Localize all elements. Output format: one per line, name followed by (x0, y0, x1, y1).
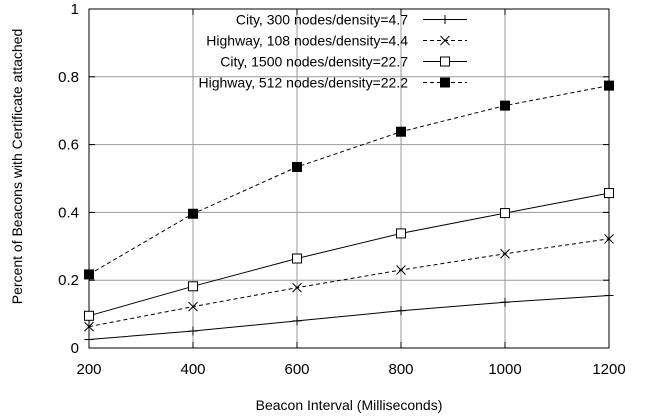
axes: 200 400 600 800 1000 1200 0 0.2 0.4 0.6 0.8 1 (58, 1, 626, 378)
data-point (292, 316, 302, 326)
marker-stroke (500, 248, 510, 259)
series-highway-512-nodes-density-22-2 (84, 80, 614, 280)
data-point (84, 321, 94, 332)
data-point (188, 326, 198, 336)
data-point (604, 80, 614, 91)
data-point (292, 282, 302, 293)
y-tick-label: 0.6 (58, 137, 79, 154)
series-line (88, 85, 610, 275)
x-axis-title: Beacon Interval (Milliseconds) (256, 397, 443, 413)
data-point (396, 306, 406, 316)
y-tick-label: 1 (71, 1, 79, 18)
legend-marker (440, 77, 450, 88)
x-tick-label: 200 (76, 361, 101, 378)
marker-stroke (188, 301, 198, 312)
data-point (188, 281, 198, 292)
legend-label: Highway, 512 nodes/density=22.2 (199, 75, 409, 91)
series-city-300-nodes-density-4-7 (84, 290, 614, 345)
y-axis-title: Percent of Beacons with Certificate atta… (9, 29, 25, 304)
y-tick-label: 0.8 (58, 69, 79, 86)
legend-item: City, 1500 nodes/density=22.7 (220, 54, 467, 70)
legend-marker (440, 35, 450, 46)
grid (89, 9, 609, 348)
plot-frame (88, 8, 610, 349)
series-line (88, 238, 610, 328)
data-point (84, 269, 94, 280)
data-point (500, 100, 510, 111)
x-tick-label: 1200 (592, 361, 625, 378)
x-tick-label: 400 (180, 361, 205, 378)
data-point (84, 335, 94, 345)
x-tick-label: 600 (284, 361, 309, 378)
y-tick-label: 0.2 (58, 272, 79, 289)
data-point (188, 301, 198, 312)
series-layer (84, 80, 614, 345)
data-point (604, 290, 614, 300)
series-city-1500-nodes-density-22-7 (84, 188, 614, 321)
series-line (88, 192, 610, 317)
data-point (500, 208, 510, 219)
data-point (396, 228, 406, 239)
data-point (604, 233, 614, 244)
y-tick-label: 0.4 (58, 204, 79, 221)
legend-item: Highway, 512 nodes/density=22.2 (199, 75, 467, 91)
marker-stroke (84, 321, 94, 332)
legend-item: Highway, 108 nodes/density=4.4 (206, 33, 467, 49)
legend-label: Highway, 108 nodes/density=4.4 (206, 33, 408, 49)
data-point (396, 126, 406, 137)
data-point (84, 310, 94, 321)
series-highway-108-nodes-density-4-4 (84, 233, 614, 332)
marker-stroke (292, 282, 302, 293)
x-tick-label: 1000 (488, 361, 521, 378)
series-line (88, 294, 610, 341)
data-point (188, 208, 198, 219)
x-tick-label: 800 (388, 361, 413, 378)
data-point (500, 248, 510, 259)
data-point (396, 265, 406, 275)
data-point (604, 188, 614, 199)
legend: City, 300 nodes/density=4.7 Highway, 108 … (199, 12, 467, 91)
data-point (292, 161, 302, 172)
legend-marker (440, 15, 450, 24)
y-tick-label: 0 (71, 340, 79, 357)
legend-label: City, 1500 nodes/density=22.7 (220, 54, 408, 70)
marker-stroke (604, 233, 614, 244)
marker-stroke (440, 35, 450, 46)
legend-item: City, 300 nodes/density=4.7 (236, 12, 467, 28)
marker-stroke (396, 265, 406, 275)
legend-label: City, 300 nodes/density=4.7 (236, 12, 408, 28)
data-point (292, 253, 302, 264)
legend-marker (440, 56, 450, 67)
data-point (500, 297, 510, 307)
